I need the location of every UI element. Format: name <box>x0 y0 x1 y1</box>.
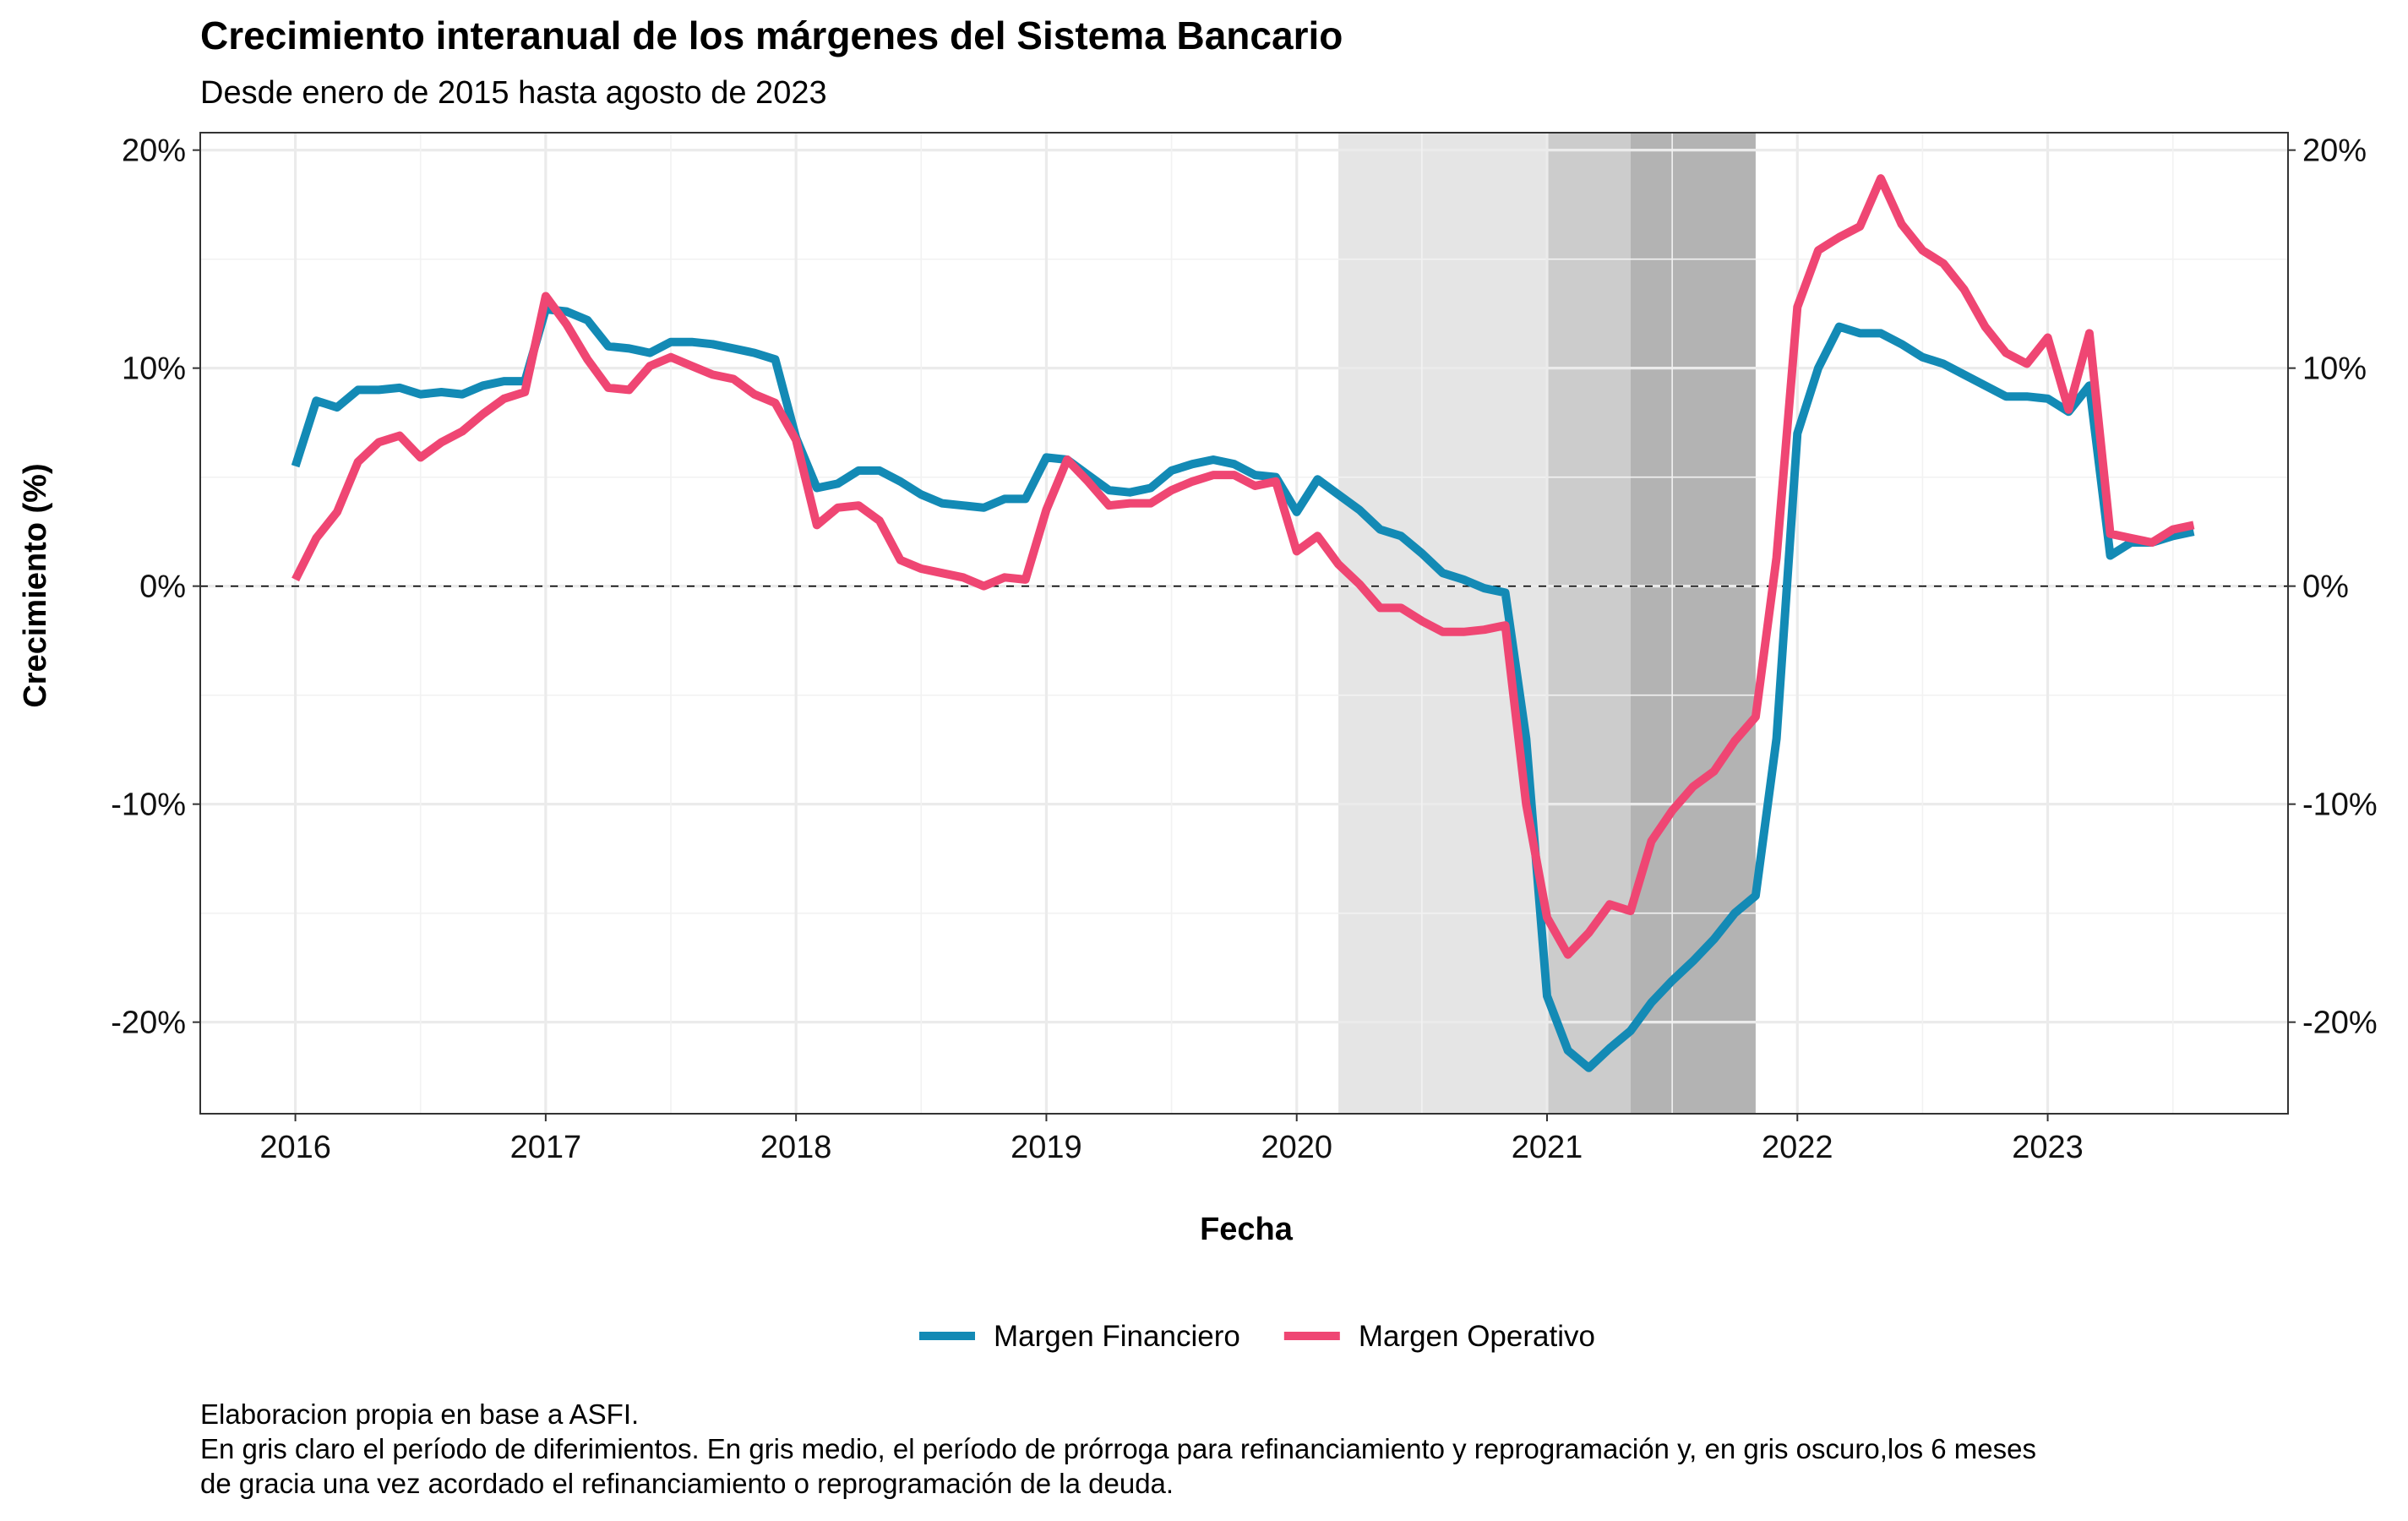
axes: 20% 20% 10% 10% 0% 0% -10% -10% -20% -20% 2016 2017… <box>111 134 2377 1165</box>
legend-label-margen-financiero: Margen Financiero <box>994 1320 1240 1353</box>
y-tick-label-left-2: 10% <box>122 352 186 387</box>
caption-line-1: Elaboracion propia en base a ASFI. <box>200 1398 639 1430</box>
y-tick-label-right-1: 20% <box>2302 134 2367 169</box>
caption-line-3: de gracia una vez acordado el refinancia… <box>200 1468 1174 1499</box>
x-tick-label-7: 2022 <box>1762 1130 1833 1165</box>
shaded-period-3 <box>1630 133 1756 1114</box>
y-tick-label-left-3: 0% <box>139 570 186 605</box>
x-tick-label-6: 2021 <box>1512 1130 1583 1165</box>
y-tick-label-right-2: 10% <box>2302 352 2367 387</box>
y-tick-label-right-5: -20% <box>2302 1006 2378 1041</box>
x-tick-label-3: 2018 <box>760 1130 832 1165</box>
x-tick-label-1: 2016 <box>259 1130 331 1165</box>
y-axis-title: Crecimiento (%) <box>18 463 53 707</box>
caption: Elaboracion propia en base a ASFI. En gr… <box>200 1398 2036 1499</box>
x-axis-title: Fecha <box>1200 1212 1294 1247</box>
series-line-margen-financiero <box>291 305 2195 1072</box>
chart-subtitle: Desde enero de 2015 hasta agosto de 2023 <box>200 75 827 111</box>
y-tick-label-right-3: 0% <box>2302 570 2349 605</box>
series-line-margen-operativo <box>291 174 2195 959</box>
chart-title: Crecimiento interanual de los márgenes d… <box>200 14 1343 57</box>
grid <box>200 133 2288 1114</box>
x-tick-label-5: 2020 <box>1261 1130 1332 1165</box>
x-tick-label-8: 2023 <box>2012 1130 2084 1165</box>
y-tick-label-left-1: 20% <box>122 134 186 169</box>
shaded-period-1 <box>1338 133 1548 1114</box>
plot-panel-border <box>199 132 2289 1115</box>
y-tick-label-right-4: -10% <box>2302 788 2378 823</box>
legend-label-margen-operativo: Margen Operativo <box>1359 1320 1595 1353</box>
caption-line-2: En gris claro el período de diferimiento… <box>200 1433 2036 1464</box>
legend: Margen Financiero Margen Operativo <box>919 1320 1595 1353</box>
x-tick-label-4: 2019 <box>1011 1130 1082 1165</box>
series-lines <box>291 174 2195 1072</box>
shaded-period-2 <box>1547 133 1631 1114</box>
x-tick-label-2: 2017 <box>510 1130 582 1165</box>
y-tick-label-left-5: -20% <box>111 1006 186 1041</box>
y-tick-label-left-4: -10% <box>111 788 186 823</box>
